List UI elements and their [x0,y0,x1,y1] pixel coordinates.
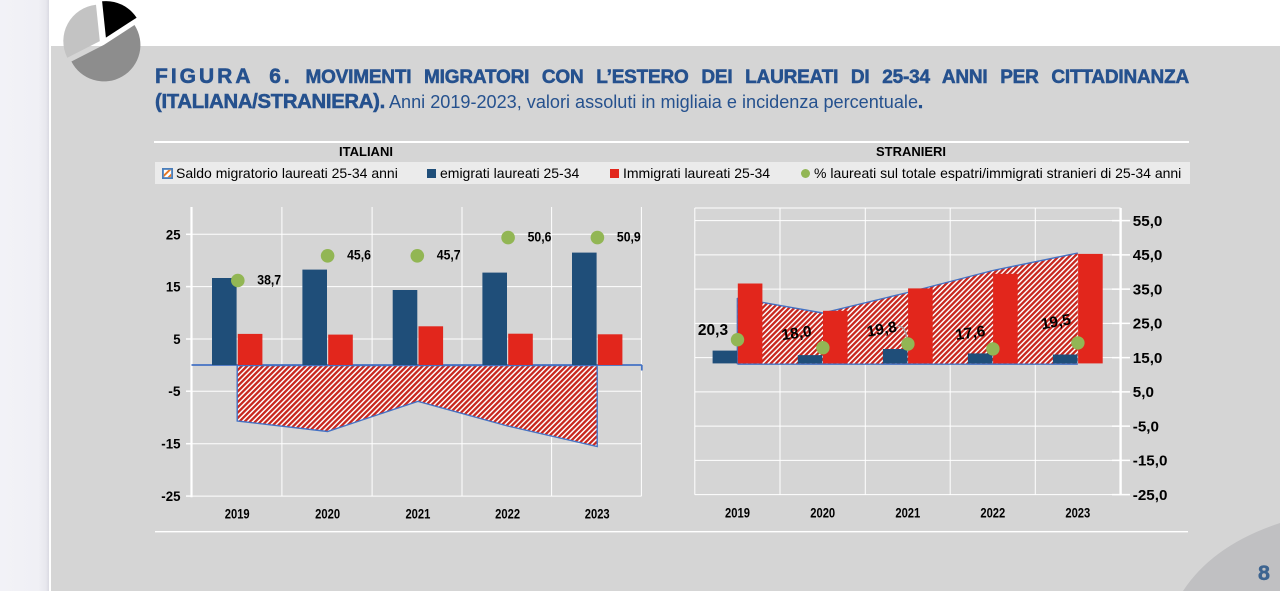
svg-text:38,7: 38,7 [257,271,281,287]
svg-text:5,0: 5,0 [1133,384,1154,401]
svg-text:-5,0: -5,0 [1133,418,1159,435]
svg-text:2021: 2021 [405,507,430,523]
svg-text:2020: 2020 [315,507,340,523]
svg-text:55,0: 55,0 [1133,213,1163,230]
svg-text:15: 15 [166,280,181,296]
svg-text:-15,0: -15,0 [1133,453,1168,470]
svg-text:15,0: 15,0 [1133,350,1163,367]
svg-text:-25: -25 [161,489,180,505]
svg-text:-15: -15 [161,437,180,453]
svg-text:2019: 2019 [225,507,250,523]
svg-text:19,8: 19,8 [865,319,898,341]
svg-text:2023: 2023 [1065,505,1090,521]
svg-text:35,0: 35,0 [1133,281,1163,298]
svg-text:-25,0: -25,0 [1133,487,1168,504]
svg-text:2023: 2023 [585,507,610,523]
svg-text:25,0: 25,0 [1133,316,1163,333]
svg-text:2022: 2022 [495,507,520,523]
svg-text:2021: 2021 [895,505,920,521]
svg-text:-5: -5 [168,384,180,400]
svg-text:50,9: 50,9 [617,229,641,245]
svg-text:2020: 2020 [810,505,835,521]
svg-text:25: 25 [166,227,181,243]
svg-text:18,0: 18,0 [780,323,812,344]
svg-text:2019: 2019 [725,505,750,521]
svg-text:50,6: 50,6 [528,229,552,245]
svg-text:20,3: 20,3 [698,322,729,339]
svg-text:45,7: 45,7 [437,247,461,263]
svg-text:17,6: 17,6 [954,323,987,344]
svg-text:45,6: 45,6 [347,247,371,263]
svg-text:5: 5 [173,332,180,348]
svg-text:45,0: 45,0 [1133,247,1163,264]
svg-text:19,5: 19,5 [1040,311,1073,333]
svg-text:2022: 2022 [980,505,1005,521]
